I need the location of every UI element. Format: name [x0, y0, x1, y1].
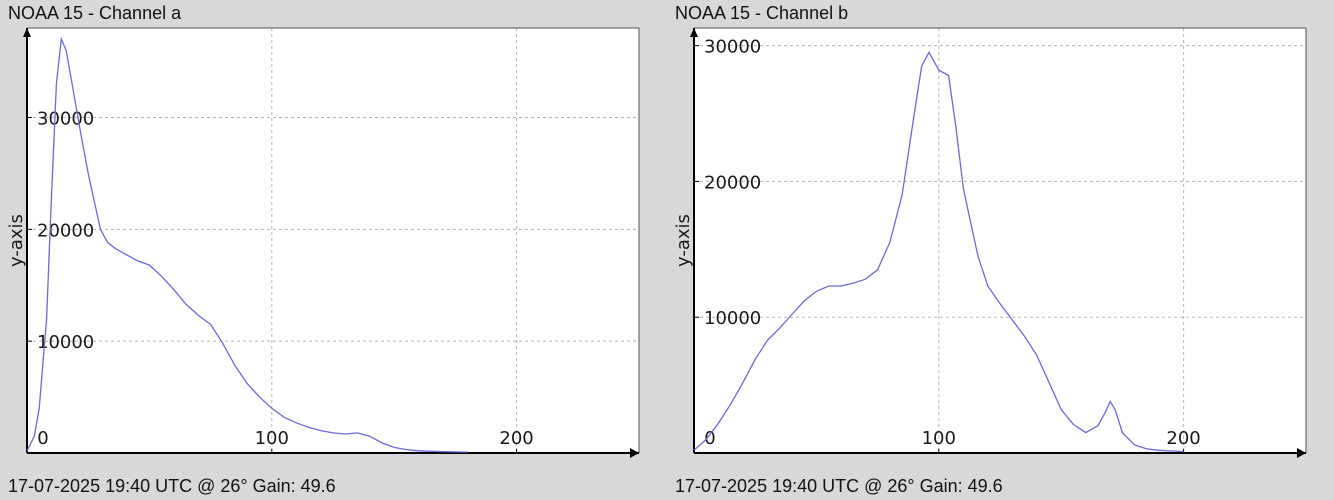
y-tick-label: 30000	[37, 108, 94, 129]
series-line	[693, 51, 1184, 453]
chart-panel-channel-b: NOAA 15 - Channel b 0 100 200 10000 20000 300…	[667, 0, 1334, 500]
plot-background	[27, 28, 639, 453]
y-tick-label: 10000	[704, 308, 761, 329]
x-tick-label: 100	[255, 428, 289, 449]
y-axis-arrow	[690, 28, 698, 37]
y-tick-label: 10000	[37, 332, 94, 353]
plot-background	[694, 28, 1306, 453]
x-tick-label: 200	[1166, 428, 1200, 449]
y-tick-label: 20000	[37, 220, 94, 241]
x-axis-arrow	[1297, 448, 1306, 458]
y-axis-title: y-axis	[6, 214, 27, 267]
plot-area: 0 100 200 10000 20000 30000 y-axis	[673, 27, 1307, 458]
plot-area: 0 100 200 10000 20000 30000 y-axis	[6, 27, 640, 458]
y-tick-label: 20000	[704, 172, 761, 193]
y-axis-title: y-axis	[673, 214, 694, 267]
chart-footer: 17-07-2025 19:40 UTC @ 26° Gain: 49.6	[8, 476, 336, 496]
x-tick-label: 0	[704, 428, 715, 449]
chart-panel-channel-a: NOAA 15 - Channel a 0 100 200 10000 20000 300…	[6, 3, 640, 496]
chart-title: NOAA 15 - Channel a	[8, 3, 182, 23]
x-tick-label: 200	[499, 428, 533, 449]
y-axis-arrow	[23, 28, 31, 37]
x-tick-label: 0	[37, 428, 48, 449]
x-tick-label: 100	[922, 428, 956, 449]
series-line	[26, 36, 468, 453]
y-tick-label: 30000	[704, 37, 761, 58]
chart-footer: 17-07-2025 19:40 UTC @ 26° Gain: 49.6	[675, 476, 1003, 496]
x-axis-arrow	[630, 448, 639, 458]
chart-title: NOAA 15 - Channel b	[675, 3, 849, 23]
